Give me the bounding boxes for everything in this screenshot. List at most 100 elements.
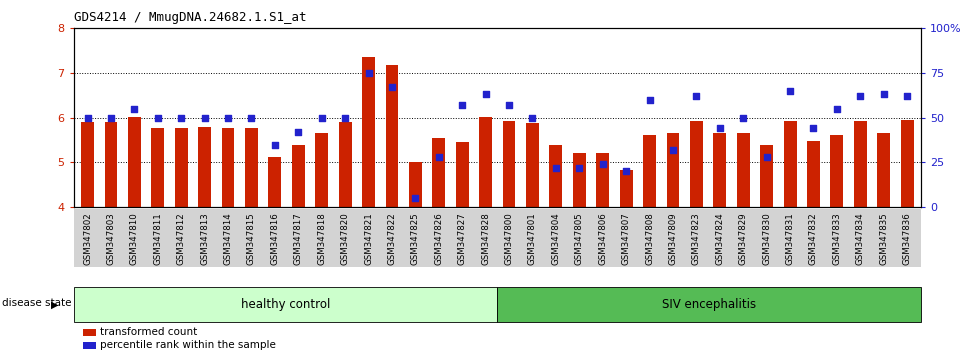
Text: GSM347809: GSM347809: [668, 212, 677, 265]
Point: [689, 93, 705, 99]
Point: [267, 142, 282, 147]
Point: [759, 154, 774, 160]
Bar: [174, 127, 187, 207]
Text: GSM347824: GSM347824: [715, 212, 724, 265]
Text: GSM347821: GSM347821: [364, 212, 373, 265]
Point: [665, 147, 681, 153]
Bar: [760, 145, 773, 207]
Bar: [854, 121, 866, 207]
Point: [220, 115, 236, 121]
Bar: [643, 135, 656, 207]
Bar: [784, 121, 797, 207]
Point: [384, 85, 400, 90]
Text: GSM347808: GSM347808: [645, 212, 654, 265]
Text: GSM347812: GSM347812: [176, 212, 186, 265]
Point: [314, 115, 329, 121]
Text: GSM347802: GSM347802: [83, 212, 92, 265]
Point: [478, 92, 494, 97]
Point: [361, 70, 376, 76]
Text: GSM347801: GSM347801: [528, 212, 537, 265]
Bar: [550, 145, 563, 207]
Text: GSM347811: GSM347811: [153, 212, 163, 265]
Point: [150, 115, 166, 121]
Text: GSM347817: GSM347817: [294, 212, 303, 265]
Point: [408, 195, 423, 201]
Bar: [619, 170, 632, 207]
Point: [548, 165, 564, 171]
Text: GSM347816: GSM347816: [270, 212, 279, 265]
Bar: [877, 133, 890, 207]
Point: [618, 169, 634, 174]
Text: disease state: disease state: [2, 298, 72, 308]
Text: GSM347823: GSM347823: [692, 212, 701, 265]
Bar: [105, 122, 118, 207]
Bar: [713, 133, 726, 207]
Text: GSM347829: GSM347829: [739, 212, 748, 265]
Point: [126, 106, 142, 112]
Point: [501, 102, 516, 108]
Text: GSM347836: GSM347836: [903, 212, 911, 265]
Point: [853, 93, 868, 99]
Bar: [269, 157, 281, 207]
Bar: [409, 161, 421, 207]
Bar: [339, 122, 352, 207]
Bar: [245, 127, 258, 207]
Text: GSM347805: GSM347805: [575, 212, 584, 265]
Point: [79, 115, 95, 121]
Point: [595, 161, 611, 167]
Point: [173, 115, 189, 121]
Text: GSM347835: GSM347835: [879, 212, 888, 265]
Text: GSM347813: GSM347813: [200, 212, 209, 265]
Bar: [808, 141, 820, 207]
Text: GSM347803: GSM347803: [107, 212, 116, 265]
Bar: [737, 133, 750, 207]
Text: GSM347832: GSM347832: [808, 212, 818, 265]
Text: GSM347820: GSM347820: [341, 212, 350, 265]
Bar: [316, 133, 328, 207]
Text: GSM347806: GSM347806: [598, 212, 608, 265]
Text: GSM347826: GSM347826: [434, 212, 443, 265]
Point: [103, 115, 119, 121]
Bar: [432, 138, 445, 207]
Text: GSM347818: GSM347818: [318, 212, 326, 265]
Text: transformed count: transformed count: [100, 327, 197, 337]
Bar: [830, 135, 844, 207]
Text: GSM347834: GSM347834: [856, 212, 864, 265]
Text: GDS4214 / MmugDNA.24682.1.S1_at: GDS4214 / MmugDNA.24682.1.S1_at: [74, 11, 306, 24]
Text: GSM347825: GSM347825: [411, 212, 419, 265]
Point: [244, 115, 260, 121]
Point: [524, 115, 540, 121]
Text: GSM347831: GSM347831: [786, 212, 795, 265]
Text: SIV encephalitis: SIV encephalitis: [662, 298, 757, 311]
Bar: [81, 122, 94, 207]
Bar: [526, 123, 539, 207]
Text: GSM347828: GSM347828: [481, 212, 490, 265]
Point: [642, 97, 658, 103]
Bar: [666, 133, 679, 207]
Point: [571, 165, 587, 171]
Bar: [596, 153, 610, 207]
Text: GSM347833: GSM347833: [832, 212, 842, 265]
Bar: [198, 127, 211, 207]
Text: GSM347810: GSM347810: [130, 212, 139, 265]
Bar: [503, 121, 515, 207]
Point: [455, 102, 470, 108]
Text: percentile rank within the sample: percentile rank within the sample: [100, 340, 275, 350]
Text: GSM347827: GSM347827: [458, 212, 466, 265]
Point: [782, 88, 798, 94]
Text: GSM347822: GSM347822: [387, 212, 397, 265]
Point: [337, 115, 353, 121]
Bar: [151, 127, 165, 207]
Bar: [901, 120, 913, 207]
Point: [806, 126, 821, 131]
Bar: [292, 145, 305, 207]
Text: GSM347815: GSM347815: [247, 212, 256, 265]
Bar: [690, 121, 703, 207]
Point: [290, 129, 306, 135]
Bar: [128, 117, 141, 207]
Bar: [221, 127, 234, 207]
Point: [829, 106, 845, 112]
Bar: [363, 57, 375, 207]
Text: GSM347814: GSM347814: [223, 212, 232, 265]
Bar: [573, 153, 586, 207]
